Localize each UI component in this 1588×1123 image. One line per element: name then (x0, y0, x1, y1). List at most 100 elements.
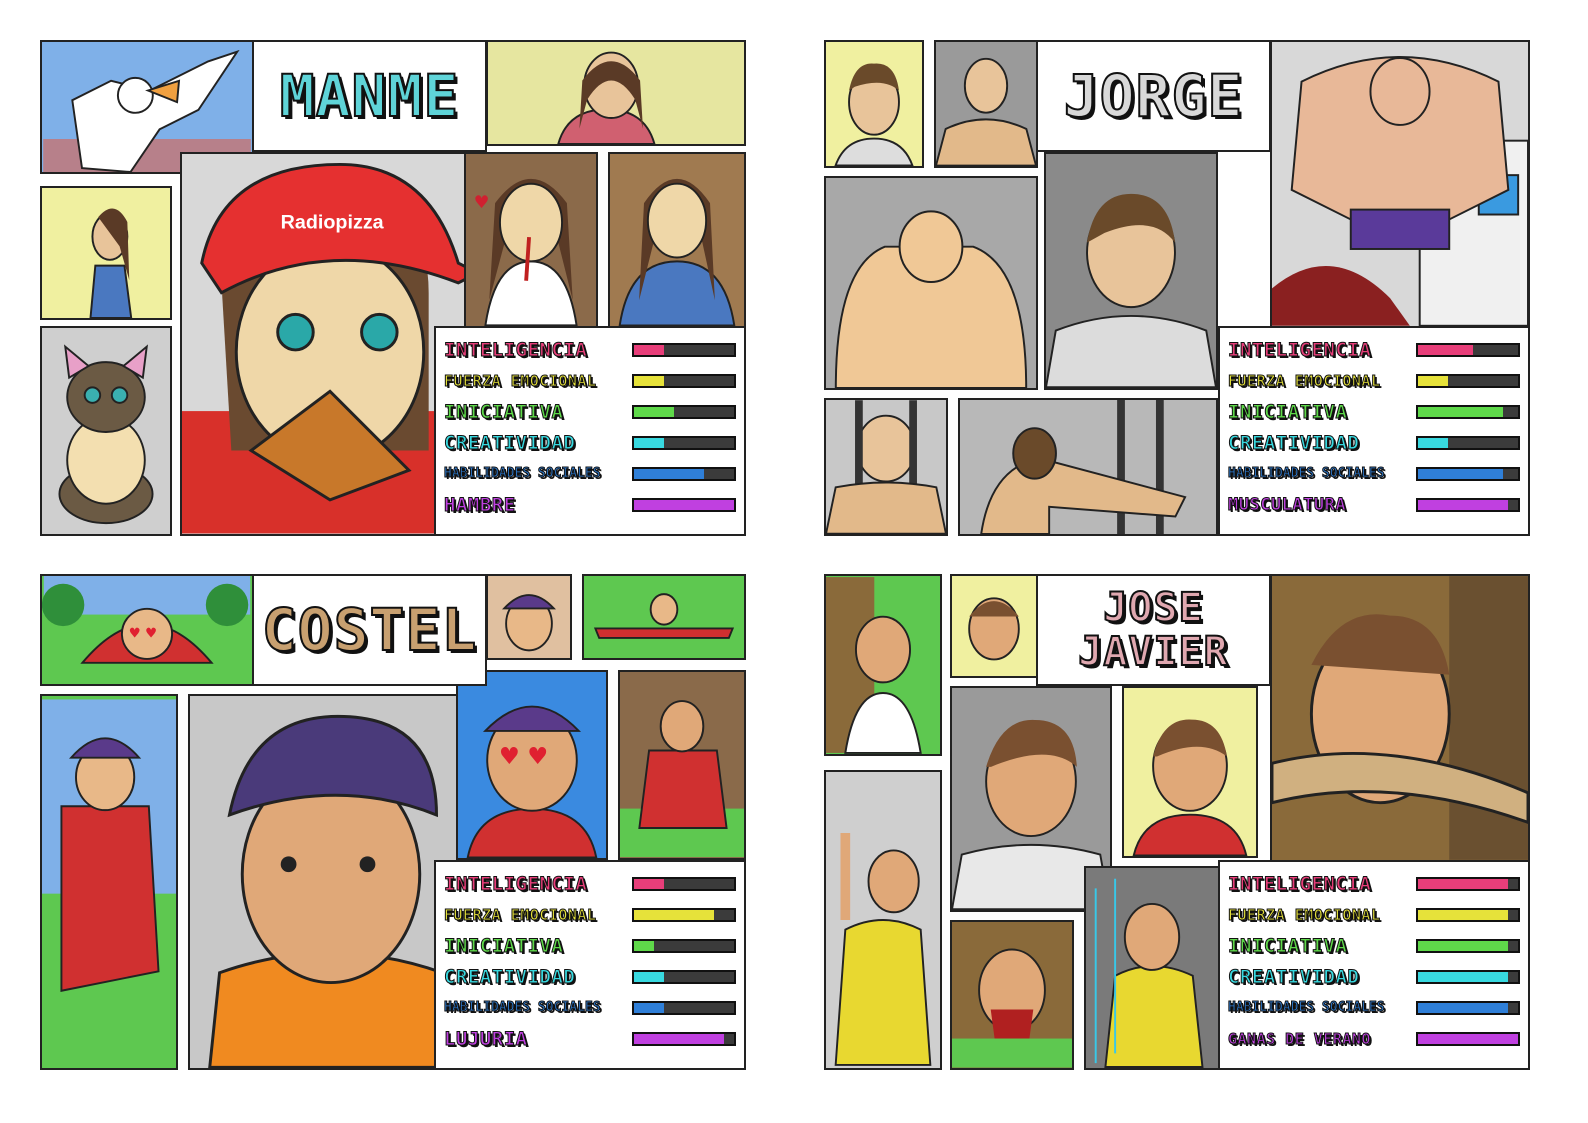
stat-row: CREATIVIDAD (444, 427, 736, 458)
stat-row: INICIATIVA (1228, 396, 1520, 427)
costel-fight-panel (40, 694, 178, 1070)
jorge-arms-illustration (936, 57, 1036, 166)
stat-bar (632, 876, 736, 891)
stat-row: INTELIGENCIA (444, 868, 736, 899)
character-name-line: JORGE (1063, 62, 1244, 130)
manme-portrait-illustration: Radiopizza (182, 162, 478, 534)
stat-fill (1418, 468, 1503, 479)
stat-bar (1416, 907, 1520, 922)
stat-label: INTELIGENCIA (444, 338, 588, 361)
stat-fill (1418, 1002, 1508, 1013)
seagull-illustration (43, 49, 251, 172)
costel-field-panel (582, 574, 746, 660)
stat-fill (634, 406, 674, 417)
stat-row: INTELIGENCIA (1228, 334, 1520, 365)
jj-bite-panel (1270, 574, 1530, 862)
stat-bar (1416, 373, 1520, 388)
stat-row: HABILIDADES SOCIALES (1228, 992, 1520, 1023)
stat-bar (632, 1000, 736, 1015)
stat-label: HAMBRE (444, 493, 516, 516)
stat-fill (634, 1002, 664, 1013)
stat-label: GANAS DE VERANO (1228, 1029, 1371, 1048)
jorge-arms-panel (934, 40, 1038, 168)
name-box: JOSE JAVIER (1036, 574, 1271, 686)
character-card-jose-javier: JOSE JAVIER (824, 574, 1530, 1070)
heart-icon: ♥ (474, 193, 490, 213)
name-box: MANME (252, 40, 487, 152)
jorge-flex-panel (824, 176, 1038, 390)
name-box: COSTEL (252, 574, 487, 686)
stat-fill (1418, 1033, 1518, 1044)
heart-eyes-icon: ♥ ♥ (129, 626, 158, 642)
stat-fill (634, 909, 714, 920)
girl-yellow-panel (40, 186, 172, 320)
stat-fill (1418, 344, 1473, 355)
costel-forest-illustration: ♥ ♥ (42, 576, 251, 664)
stat-bar (1416, 876, 1520, 891)
stats-box: INTELIGENCIA FUERZA EMOCIONAL INICIATIVA… (434, 326, 746, 536)
stat-label: FUERZA EMOCIONAL (444, 905, 597, 924)
jorge-face-illustration (834, 63, 914, 166)
stat-bar (1416, 404, 1520, 419)
costel-face-illustration (502, 594, 556, 652)
cap-text: Radiopizza (281, 212, 385, 234)
stat-row: FUERZA EMOCIONAL (1228, 899, 1520, 930)
stat-label: FUERZA EMOCIONAL (1228, 905, 1381, 924)
stat-row: FUERZA EMOCIONAL (444, 365, 736, 396)
costel-forest-panel: ♥ ♥ (40, 574, 254, 686)
stat-fill (634, 375, 664, 386)
pizza-eating-panel: Radiopizza (180, 152, 480, 536)
stat-fill (1418, 437, 1448, 448)
stat-bar (1416, 938, 1520, 953)
stat-label: HABILIDADES SOCIALES (1228, 466, 1385, 481)
stat-row: FUERZA EMOCIONAL (1228, 365, 1520, 396)
jj-face-illustration (968, 597, 1020, 661)
stat-row: HAMBRE (444, 489, 736, 520)
stat-bar (632, 969, 736, 984)
stat-row: HABILIDADES SOCIALES (1228, 458, 1520, 489)
stat-fill (634, 971, 664, 982)
stat-label: INICIATIVA (444, 934, 564, 957)
stat-label: INICIATIVA (444, 400, 564, 423)
costel-fight-illustration (42, 699, 176, 992)
muscle-monster-panel (1270, 40, 1530, 328)
costel-portrait-panel (188, 694, 474, 1070)
stat-bar (632, 404, 736, 419)
stat-fill (1418, 940, 1508, 951)
stat-label: INTELIGENCIA (1228, 872, 1372, 895)
jorge-jail-illustration (826, 400, 946, 534)
jorge-smile-panel (1044, 152, 1218, 390)
name-box: JORGE (1036, 40, 1271, 152)
stat-label: CREATIVIDAD (1228, 965, 1360, 988)
stat-label: FUERZA EMOCIONAL (1228, 371, 1381, 390)
costel-small-panel (486, 574, 572, 660)
jorge-flex-illustration (834, 210, 1028, 388)
character-name-line: JAVIER (1077, 629, 1229, 675)
stat-label: HABILIDADES SOCIALES (444, 1000, 601, 1015)
stat-label: HABILIDADES SOCIALES (1228, 1000, 1385, 1015)
stat-bar (1416, 466, 1520, 481)
stat-row: HABILIDADES SOCIALES (444, 458, 736, 489)
stat-fill (1418, 499, 1508, 510)
girl-illustration (557, 51, 656, 144)
stat-fill (1418, 406, 1503, 417)
jj-rain-illustration (1094, 878, 1204, 1068)
stats-box: INTELIGENCIA FUERZA EMOCIONAL INICIATIVA… (1218, 860, 1530, 1070)
character-name-line: COSTEL (261, 596, 478, 664)
stat-row: INICIATIVA (1228, 930, 1520, 961)
jj-peace-panel (824, 770, 942, 1070)
stat-label: HABILIDADES SOCIALES (444, 466, 601, 481)
costel-tongue-illustration: ♥ ♥ (466, 705, 598, 858)
stats-box: INTELIGENCIA FUERZA EMOCIONAL INICIATIVA… (434, 860, 746, 1070)
stat-bar (1416, 969, 1520, 984)
stat-fill (634, 468, 704, 479)
stat-row: CREATIVIDAD (1228, 961, 1520, 992)
stat-bar (1416, 342, 1520, 357)
stat-label: CREATIVIDAD (444, 965, 576, 988)
stat-row: GANAS DE VERANO (1228, 1023, 1520, 1054)
stat-fill (1418, 971, 1508, 982)
character-name-line: MANME (279, 62, 460, 130)
jorge-reach-panel (958, 398, 1218, 536)
stat-label: INTELIGENCIA (444, 872, 588, 895)
stat-fill (1418, 878, 1508, 889)
